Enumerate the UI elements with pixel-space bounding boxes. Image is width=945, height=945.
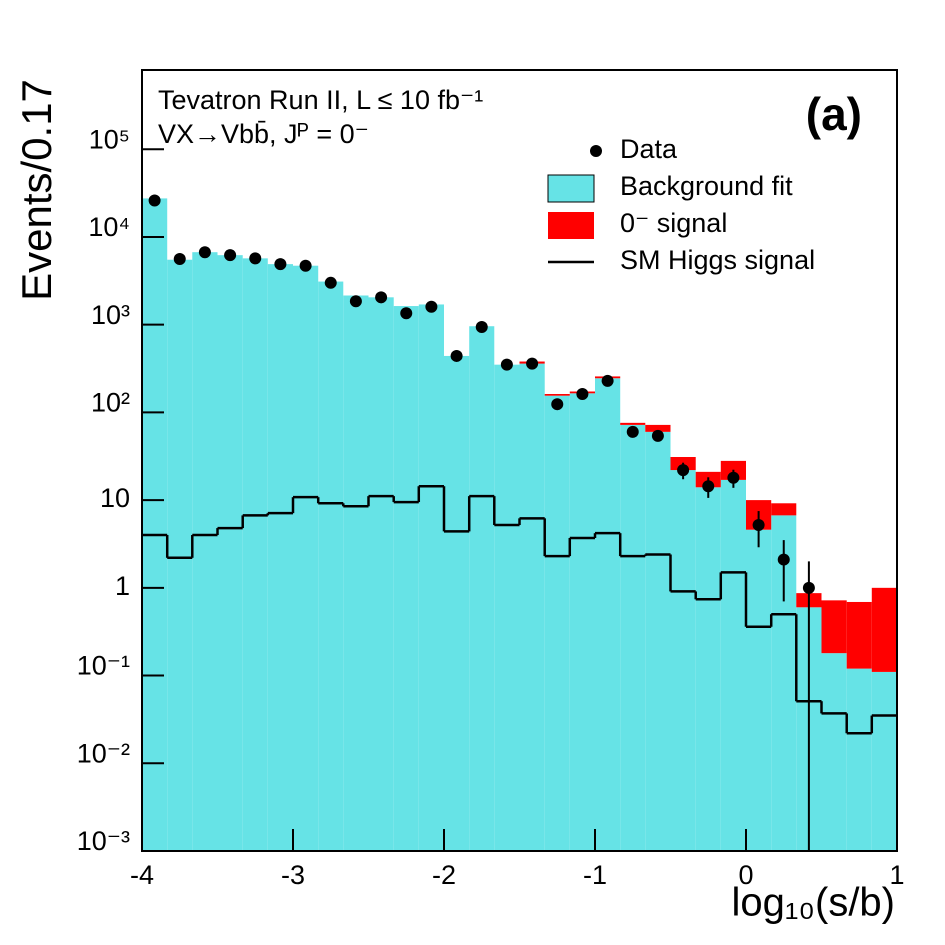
data-point — [173, 253, 186, 266]
data-point — [324, 276, 337, 289]
background-bar — [217, 255, 243, 852]
y-axis-label: Events/0.17 — [13, 79, 60, 301]
legend-marker — [590, 145, 602, 157]
y-tick-label: 10⁴ — [88, 212, 130, 242]
data-point — [375, 291, 388, 304]
background-bar — [720, 479, 746, 851]
data-point — [198, 246, 211, 259]
signal-bar — [821, 600, 847, 654]
legend-marker — [547, 174, 595, 203]
background-bar — [142, 198, 168, 851]
y-tick-label: 1 — [115, 571, 130, 601]
signal-bar — [846, 601, 872, 669]
y-tick-label: 10⁻³ — [77, 826, 130, 856]
legend-label: Data — [620, 134, 678, 164]
background-bar — [670, 470, 696, 851]
background-bar — [746, 529, 772, 851]
data-point — [677, 464, 690, 477]
data-point — [727, 471, 740, 484]
legend-label: 0⁻ signal — [620, 208, 727, 238]
data-point — [526, 357, 539, 370]
background-bar — [368, 297, 394, 851]
background-bar — [393, 306, 419, 852]
data-point — [224, 249, 237, 262]
annotation: VX→Vbb̄, Jᴾ = 0⁻ — [158, 119, 369, 149]
data-point — [249, 252, 262, 265]
data-point — [651, 429, 664, 442]
annotation: Tevatron Run II, L ≤ 10 fb⁻¹ — [158, 85, 483, 115]
background-bar — [871, 671, 897, 851]
y-tick-label: 10⁻² — [77, 738, 130, 768]
legend-marker — [548, 212, 594, 239]
signal-bar — [544, 394, 570, 396]
background-bar — [519, 363, 545, 851]
data-point — [450, 349, 463, 362]
background-bar — [242, 258, 268, 851]
background-bar — [318, 281, 344, 851]
background-bar — [569, 393, 595, 851]
signal-bar — [645, 424, 671, 432]
background-bar — [469, 326, 495, 852]
y-tick-label: 10⁻¹ — [77, 651, 130, 681]
x-tick-label: 1 — [889, 860, 904, 890]
data-point — [349, 295, 362, 308]
background-bar — [293, 265, 319, 851]
signal-bar — [871, 587, 897, 672]
background-bar — [544, 395, 570, 851]
background-bar — [267, 264, 293, 852]
legend-label: Background fit — [620, 171, 793, 201]
data-point — [551, 398, 564, 411]
background-bar — [343, 295, 369, 851]
data-point — [752, 519, 765, 532]
x-tick-label: -2 — [432, 860, 456, 890]
background-bar — [821, 653, 847, 851]
background-bar — [494, 364, 520, 851]
data-point — [702, 480, 715, 493]
x-tick-label: 0 — [738, 860, 753, 890]
background-bar — [418, 304, 444, 852]
data-point — [425, 300, 438, 313]
data-point — [626, 425, 639, 438]
plot-frame — [141, 69, 898, 852]
data-point — [601, 374, 614, 387]
data-point — [299, 259, 312, 272]
signal-bar — [771, 503, 797, 516]
data-point — [274, 258, 287, 271]
x-tick-label: -4 — [130, 860, 154, 890]
data-point — [400, 307, 413, 320]
data-point — [802, 581, 815, 594]
x-tick-label: -1 — [583, 860, 607, 890]
x-axis-label: log₁₀(s/b) — [732, 881, 895, 925]
background-bar — [645, 431, 671, 851]
background-bar — [695, 487, 721, 851]
background-bar — [192, 252, 218, 851]
data-point — [576, 388, 589, 401]
legend-label: SM Higgs signal — [620, 245, 815, 275]
background-bar — [846, 668, 872, 851]
y-tick-label: 10² — [91, 388, 130, 418]
panel-label: (a) — [806, 88, 862, 140]
background-bar — [620, 424, 646, 851]
y-tick-label: 10³ — [91, 300, 130, 330]
background-bar — [444, 355, 470, 851]
signal-bar — [620, 422, 646, 425]
x-tick-label: -3 — [281, 860, 305, 890]
y-tick-label: 10⁵ — [89, 124, 130, 154]
background-bar — [167, 259, 193, 852]
data-point — [777, 553, 790, 566]
y-tick-label: 10 — [100, 483, 130, 513]
data-point — [500, 358, 513, 371]
data-point — [475, 321, 488, 334]
background-bar — [595, 378, 621, 851]
data-point — [148, 194, 161, 207]
